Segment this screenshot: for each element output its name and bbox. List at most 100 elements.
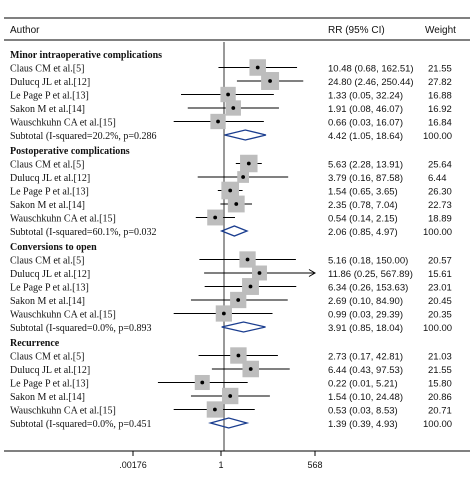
subtotal-rr-value: 4.42 (1.05, 18.64) bbox=[328, 131, 403, 142]
rr-ci-value: 6.44 (0.43, 97.53) bbox=[328, 365, 403, 376]
study-label: Sakon M et al.[14] bbox=[10, 392, 85, 403]
weight-value: 20.57 bbox=[428, 256, 452, 267]
rr-ci-value: 10.48 (0.68, 162.51) bbox=[328, 64, 414, 75]
rr-ci-value: 5.16 (0.18, 150.00) bbox=[328, 256, 408, 267]
point-estimate bbox=[236, 298, 241, 302]
subtotal-label: Subtotal (I-squared=60.1%, p=0.032 bbox=[10, 227, 157, 238]
subtotal-rr-value: 1.39 (0.39, 4.93) bbox=[328, 419, 398, 430]
rr-ci-value: 0.22 (0.01, 5.21) bbox=[328, 379, 398, 390]
rr-ci-value: 1.54 (0.65, 3.65) bbox=[328, 187, 398, 198]
weight-value: 25.64 bbox=[428, 160, 452, 171]
ci-arrow bbox=[308, 269, 316, 277]
subtotal-rr-value: 3.91 (0.85, 18.04) bbox=[328, 323, 403, 334]
study-label: Sakon M et al.[14] bbox=[10, 200, 85, 211]
rr-ci-value: 6.34 (0.26, 153.63) bbox=[328, 283, 408, 294]
subtotal-weight-value: 100.00 bbox=[423, 227, 452, 238]
rr-ci-value: 5.63 (2.28, 13.91) bbox=[328, 160, 403, 171]
header-band bbox=[4, 18, 470, 40]
weight-value: 6.44 bbox=[428, 173, 447, 184]
weight-value: 15.80 bbox=[428, 379, 452, 390]
weight-value: 20.71 bbox=[428, 406, 452, 417]
subtotal-weight-value: 100.00 bbox=[423, 131, 452, 142]
header-weight: Weight bbox=[425, 25, 456, 36]
study-label: Wauschkuhn CA et al.[15] bbox=[10, 406, 116, 417]
study-label: Le Page P et al.[13] bbox=[10, 379, 89, 390]
study-label: Dulucq JL et al.[12] bbox=[10, 77, 90, 88]
weight-value: 26.30 bbox=[428, 187, 452, 198]
subtotal-weight-value: 100.00 bbox=[423, 419, 452, 430]
study-label: Le Page P et al.[13] bbox=[10, 187, 89, 198]
point-estimate bbox=[200, 380, 205, 385]
rr-ci-value: 1.33 (0.05, 32.24) bbox=[328, 91, 403, 102]
subtotal-label: Subtotal (I-squared=20.2%, p=0.286 bbox=[10, 131, 157, 142]
rr-ci-value: 3.79 (0.16, 87.58) bbox=[328, 173, 403, 184]
point-estimate bbox=[216, 119, 220, 124]
header-author: Author bbox=[10, 25, 40, 36]
pooled-diamond bbox=[224, 129, 267, 141]
point-estimate bbox=[213, 215, 218, 220]
weight-value: 15.61 bbox=[428, 269, 452, 280]
point-estimate bbox=[248, 367, 253, 371]
rr-ci-value: 2.73 (0.17, 42.81) bbox=[328, 352, 403, 363]
point-estimate bbox=[221, 311, 226, 316]
study-label: Wauschkuhn CA et al.[15] bbox=[10, 310, 116, 321]
study-label: Claus CM et al.[5] bbox=[10, 64, 84, 75]
point-estimate bbox=[228, 188, 233, 193]
rr-ci-value: 0.53 (0.03, 8.53) bbox=[328, 406, 398, 417]
study-label: Dulucq JL et al.[12] bbox=[10, 269, 90, 280]
study-label: Sakon M et al.[14] bbox=[10, 296, 85, 307]
point-estimate bbox=[228, 394, 233, 398]
point-estimate bbox=[246, 161, 251, 166]
rr-ci-value: 1.91 (0.08, 46.07) bbox=[328, 104, 403, 115]
weight-value: 16.92 bbox=[428, 104, 452, 115]
pooled-diamond bbox=[219, 225, 249, 237]
point-estimate bbox=[268, 79, 272, 83]
header-rr: RR (95% CI) bbox=[328, 25, 385, 36]
study-label: Claus CM et al.[5] bbox=[10, 160, 84, 171]
point-estimate bbox=[241, 175, 246, 179]
point-estimate bbox=[255, 65, 260, 70]
weight-value: 16.84 bbox=[428, 118, 452, 129]
x-tick-label: 568 bbox=[307, 460, 322, 470]
point-estimate bbox=[234, 202, 239, 206]
weight-value: 23.01 bbox=[428, 283, 452, 294]
group-title: Minor intraoperative complications bbox=[10, 50, 162, 61]
study-label: Le Page P et al.[13] bbox=[10, 283, 89, 294]
study-label: Dulucq JL et al.[12] bbox=[10, 173, 90, 184]
weight-value: 27.82 bbox=[428, 77, 452, 88]
rr-ci-value: 24.80 (2.46, 250.44) bbox=[328, 77, 414, 88]
rr-ci-value: 1.54 (0.10, 24.48) bbox=[328, 392, 403, 403]
weight-value: 21.55 bbox=[428, 64, 452, 75]
x-tick-label: 1 bbox=[218, 460, 223, 470]
weight-value: 20.45 bbox=[428, 296, 452, 307]
weight-value: 21.55 bbox=[428, 365, 452, 376]
subtotal-weight-value: 100.00 bbox=[423, 323, 452, 334]
rr-ci-value: 2.69 (0.10, 84.90) bbox=[328, 296, 403, 307]
study-label: Sakon M et al.[14] bbox=[10, 104, 85, 115]
study-label: Wauschkuhn CA et al.[15] bbox=[10, 118, 116, 129]
x-axis-ticks: .00176 1 568 bbox=[119, 451, 323, 470]
study-label: Claus CM et al.[5] bbox=[10, 256, 84, 267]
weight-value: 18.89 bbox=[428, 214, 452, 225]
point-estimate bbox=[231, 106, 236, 110]
rr-ci-value: 11.86 (0.25, 567.89) bbox=[328, 269, 413, 280]
subtotal-label: Subtotal (I-squared=0.0%, p=0.893 bbox=[10, 323, 152, 334]
weight-value: 20.86 bbox=[428, 392, 452, 403]
rr-ci-value: 2.35 (0.78, 7.04) bbox=[328, 200, 398, 211]
pooled-diamond bbox=[208, 417, 250, 429]
group-title: Postoperative complications bbox=[10, 146, 130, 157]
study-label: Claus CM et al.[5] bbox=[10, 352, 84, 363]
rr-ci-value: 0.54 (0.14, 2.15) bbox=[328, 214, 398, 225]
point-estimate bbox=[212, 407, 217, 412]
point-estimate bbox=[248, 284, 253, 289]
study-label: Le Page P et al.[13] bbox=[10, 91, 89, 102]
x-tick-label: .00176 bbox=[119, 460, 147, 470]
rr-ci-value: 0.99 (0.03, 29.39) bbox=[328, 310, 403, 321]
point-estimate bbox=[245, 257, 250, 262]
subtotal-rr-value: 2.06 (0.85, 4.97) bbox=[328, 227, 398, 238]
subtotal-label: Subtotal (I-squared=0.0%, p=0.451 bbox=[10, 419, 152, 430]
weight-value: 16.88 bbox=[428, 91, 452, 102]
weight-value: 21.03 bbox=[428, 352, 452, 363]
